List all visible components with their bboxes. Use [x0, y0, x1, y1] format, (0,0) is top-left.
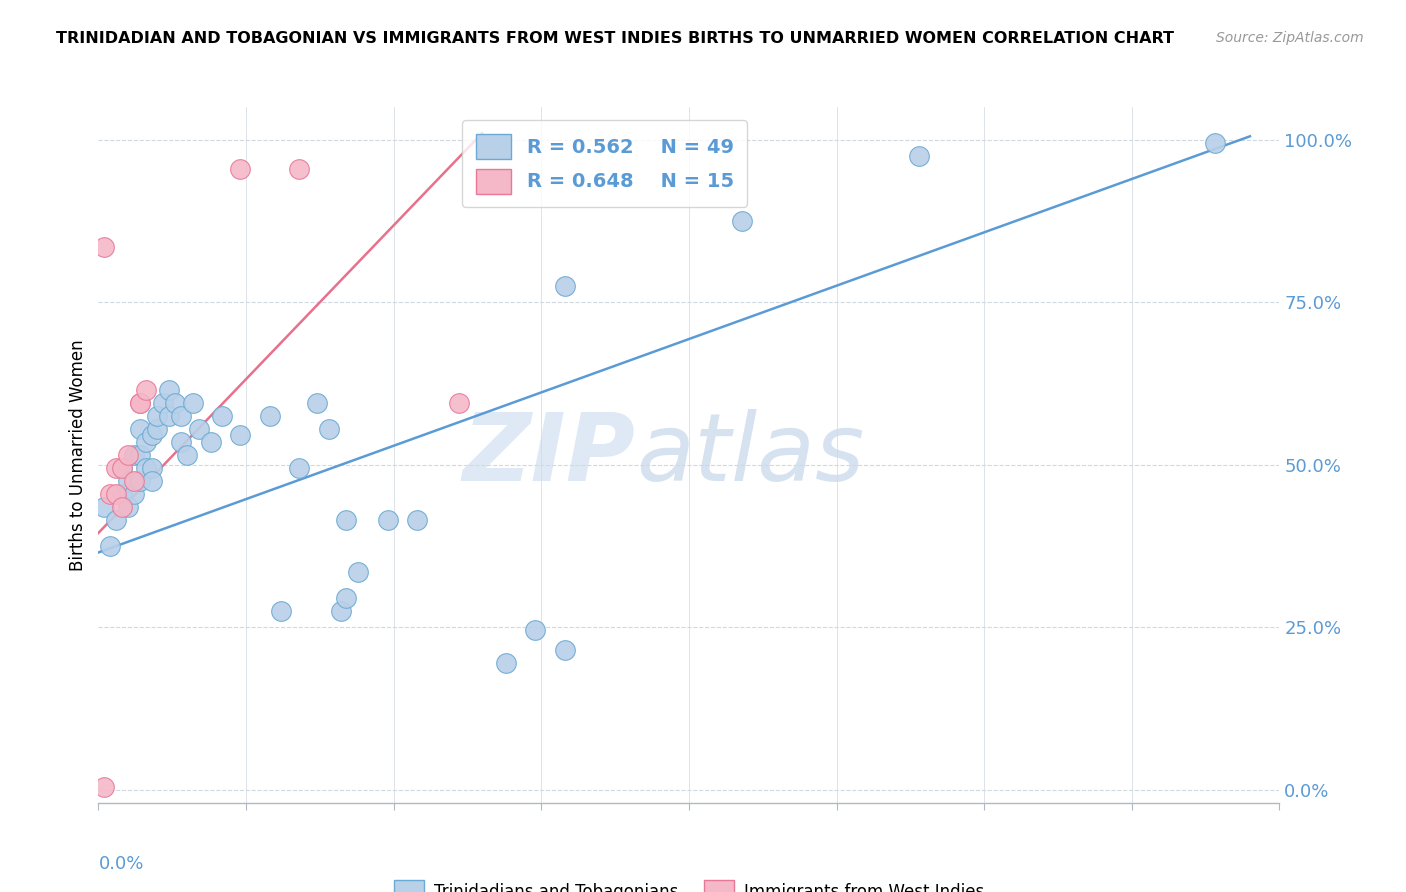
Point	[347, 565, 370, 579]
Point	[335, 591, 357, 605]
Point	[98, 487, 121, 501]
Point	[170, 409, 193, 423]
Point	[200, 434, 222, 449]
Point	[406, 513, 429, 527]
Point	[122, 448, 145, 462]
Point	[157, 383, 180, 397]
Point	[447, 396, 470, 410]
Point	[157, 409, 180, 423]
Point	[731, 214, 754, 228]
Point	[128, 396, 150, 410]
Point	[329, 604, 352, 618]
Point	[122, 487, 145, 501]
Point	[187, 422, 209, 436]
Point	[318, 422, 340, 436]
Point	[152, 396, 174, 410]
Point	[111, 487, 134, 501]
Point	[122, 474, 145, 488]
Point	[135, 434, 157, 449]
Text: 0.0%: 0.0%	[98, 855, 143, 873]
Point	[170, 434, 193, 449]
Point	[111, 461, 134, 475]
Point	[111, 500, 134, 514]
Point	[495, 656, 517, 670]
Y-axis label: Births to Unmarried Women: Births to Unmarried Women	[69, 339, 87, 571]
Point	[105, 487, 128, 501]
Point	[305, 396, 328, 410]
Point	[229, 161, 252, 176]
Legend: R = 0.562    N = 49, R = 0.648    N = 15: R = 0.562 N = 49, R = 0.648 N = 15	[463, 120, 748, 207]
Point	[117, 474, 139, 488]
Point	[128, 448, 150, 462]
Point	[554, 278, 576, 293]
Point	[141, 461, 163, 475]
Point	[141, 474, 163, 488]
Point	[146, 422, 169, 436]
Point	[98, 539, 121, 553]
Text: ZIP: ZIP	[463, 409, 636, 501]
Point	[111, 461, 134, 475]
Point	[135, 383, 157, 397]
Point	[165, 396, 187, 410]
Point	[908, 149, 931, 163]
Point	[117, 500, 139, 514]
Text: atlas: atlas	[636, 409, 865, 500]
Point	[270, 604, 292, 618]
Point	[288, 161, 311, 176]
Point	[146, 409, 169, 423]
Point	[288, 461, 311, 475]
Point	[176, 448, 198, 462]
Text: Source: ZipAtlas.com: Source: ZipAtlas.com	[1216, 31, 1364, 45]
Point	[128, 396, 150, 410]
Point	[229, 428, 252, 442]
Text: TRINIDADIAN AND TOBAGONIAN VS IMMIGRANTS FROM WEST INDIES BIRTHS TO UNMARRIED WO: TRINIDADIAN AND TOBAGONIAN VS IMMIGRANTS…	[56, 31, 1174, 46]
Point	[93, 240, 115, 254]
Point	[1204, 136, 1226, 150]
Point	[141, 428, 163, 442]
Point	[554, 643, 576, 657]
Point	[335, 513, 357, 527]
Point	[181, 396, 204, 410]
Point	[211, 409, 233, 423]
Point	[524, 624, 547, 638]
Point	[93, 780, 115, 794]
Point	[105, 513, 128, 527]
Point	[128, 422, 150, 436]
Point	[377, 513, 399, 527]
Point	[105, 461, 128, 475]
Point	[117, 448, 139, 462]
Point	[259, 409, 281, 423]
Point	[128, 474, 150, 488]
Point	[93, 500, 115, 514]
Point	[135, 461, 157, 475]
